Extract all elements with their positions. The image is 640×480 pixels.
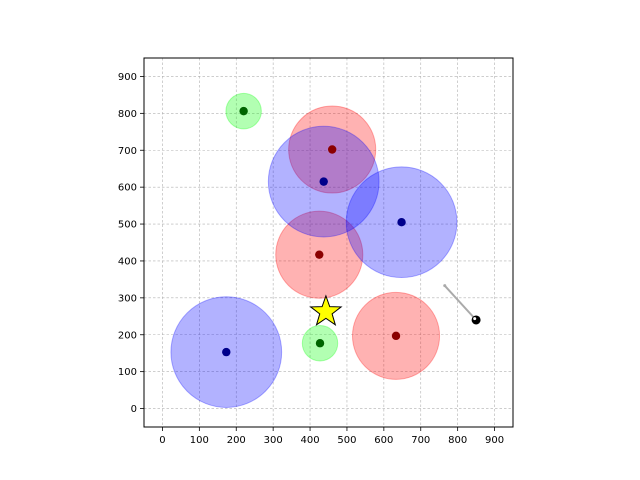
green-center-point — [239, 106, 248, 116]
grid — [144, 58, 513, 427]
y-tick-label: 500 — [118, 220, 137, 231]
blue-center-point — [222, 347, 231, 357]
x-axis-ticks: 0 100 200 300 400 500 600 700 800 900 — [159, 427, 504, 446]
y-tick-label: 200 — [118, 330, 137, 341]
red-center-point — [315, 250, 324, 259]
y-tick-label: 100 — [118, 367, 137, 378]
x-tick-label: 500 — [337, 435, 356, 446]
circle-centers — [222, 106, 406, 357]
x-tick-label: 400 — [301, 435, 320, 446]
y-tick-label: 600 — [118, 183, 137, 194]
y-tick-label: 800 — [118, 109, 137, 120]
x-tick-label: 0 — [159, 435, 165, 446]
red-center-point — [327, 145, 337, 154]
green-center-point — [315, 339, 325, 348]
blue-center-point — [319, 177, 328, 186]
star-marker — [309, 294, 343, 327]
y-tick-label: 900 — [118, 72, 137, 83]
x-tick-label: 200 — [227, 435, 246, 446]
x-tick-label: 800 — [448, 435, 467, 446]
agent-heading-line — [443, 284, 477, 321]
plot-frame — [143, 57, 514, 428]
agent-dot — [471, 315, 481, 325]
x-tick-label: 300 — [264, 435, 283, 446]
y-tick-label: 400 — [118, 256, 137, 267]
y-tick-label: 700 — [118, 146, 137, 157]
x-tick-label: 700 — [411, 435, 430, 446]
y-axis-ticks: 0 100 200 300 400 500 600 700 800 900 — [118, 72, 144, 415]
agent — [471, 315, 481, 325]
red-center-point — [391, 331, 401, 341]
y-tick-label: 300 — [118, 293, 137, 304]
agent-highlight — [473, 317, 477, 321]
y-tick-label: 0 — [131, 404, 137, 415]
x-tick-label: 100 — [190, 435, 209, 446]
goal-star — [309, 294, 343, 327]
x-tick-label: 600 — [374, 435, 393, 446]
agent-heading — [443, 284, 477, 321]
blue-center-point — [397, 218, 406, 227]
x-tick-label: 900 — [485, 435, 504, 446]
agent-heading-tip — [443, 284, 447, 288]
